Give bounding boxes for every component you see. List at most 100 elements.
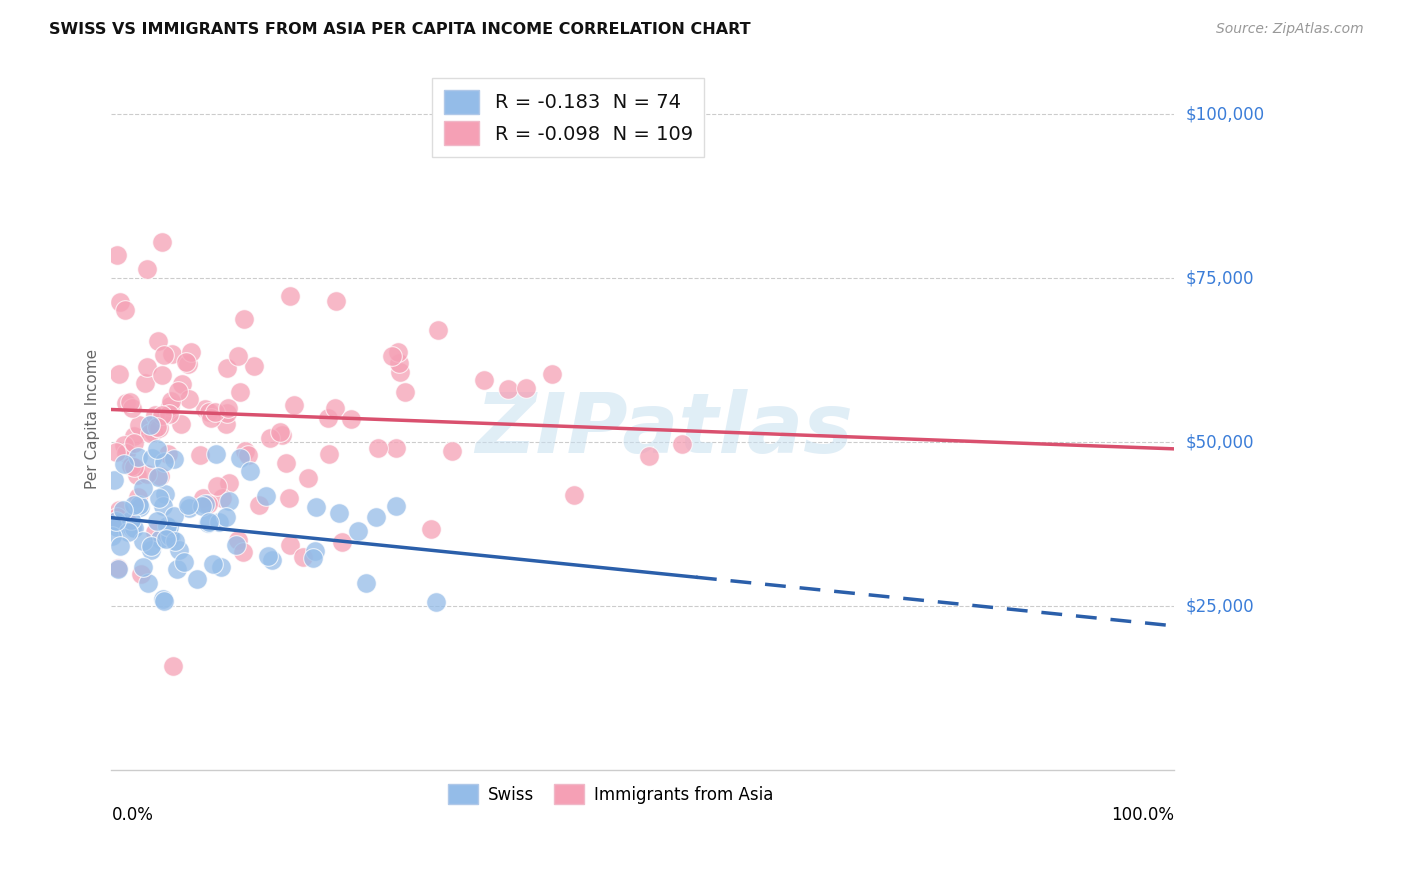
Point [226, 349, 249, 363]
Point [318, 447, 340, 461]
Point [132, 534, 155, 549]
Point [426, 323, 449, 337]
Point [385, 499, 408, 513]
Point [215, 417, 238, 431]
Point [149, 469, 172, 483]
Point [122, 521, 145, 535]
Point [179, 392, 201, 406]
Point [610, 140, 633, 154]
Text: $100,000: $100,000 [1185, 105, 1264, 123]
Point [235, 443, 257, 458]
Point [129, 500, 152, 514]
Point [108, 539, 131, 553]
Point [194, 402, 217, 417]
Point [122, 498, 145, 512]
Point [274, 457, 297, 471]
Point [107, 560, 129, 574]
Point [141, 450, 163, 465]
Point [233, 312, 256, 326]
Point [114, 446, 136, 460]
Point [114, 302, 136, 317]
Point [136, 262, 159, 277]
Point [146, 515, 169, 529]
Point [121, 521, 143, 535]
Point [142, 425, 165, 439]
Point [177, 357, 200, 371]
Point [159, 529, 181, 543]
Point [367, 441, 389, 455]
Point [496, 382, 519, 396]
Point [194, 497, 217, 511]
Point [297, 470, 319, 484]
Point [105, 515, 128, 529]
Point [155, 518, 177, 533]
Point [146, 470, 169, 484]
Point [205, 447, 228, 461]
Y-axis label: Per Capita Income: Per Capita Income [86, 350, 100, 490]
Point [127, 450, 149, 464]
Point [226, 533, 249, 547]
Point [420, 522, 443, 536]
Text: 100.0%: 100.0% [1111, 806, 1174, 824]
Point [229, 451, 252, 466]
Point [103, 473, 125, 487]
Point [112, 503, 135, 517]
Point [381, 350, 404, 364]
Point [177, 498, 200, 512]
Point [232, 545, 254, 559]
Point [167, 542, 190, 557]
Point [217, 401, 239, 416]
Point [157, 408, 180, 422]
Point [159, 529, 181, 543]
Point [325, 294, 347, 309]
Point [260, 553, 283, 567]
Text: SWISS VS IMMIGRANTS FROM ASIA PER CAPITA INCOME CORRELATION CHART: SWISS VS IMMIGRANTS FROM ASIA PER CAPITA… [49, 22, 751, 37]
Point [170, 377, 193, 392]
Point [134, 376, 156, 390]
Point [108, 367, 131, 381]
Point [197, 516, 219, 530]
Point [205, 479, 228, 493]
Text: 0.0%: 0.0% [111, 806, 153, 824]
Point [388, 356, 411, 370]
Point [671, 437, 693, 451]
Point [139, 543, 162, 558]
Point [191, 500, 214, 514]
Point [200, 410, 222, 425]
Point [316, 411, 339, 425]
Point [242, 359, 264, 373]
Point [157, 520, 180, 534]
Point [150, 368, 173, 382]
Point [247, 498, 270, 512]
Point [127, 490, 149, 504]
Text: ZIPatlas: ZIPatlas [475, 389, 853, 470]
Point [128, 498, 150, 512]
Text: $75,000: $75,000 [1185, 269, 1254, 287]
Point [211, 491, 233, 505]
Legend: Swiss, Immigrants from Asia: Swiss, Immigrants from Asia [441, 777, 780, 811]
Point [218, 494, 240, 508]
Point [201, 557, 224, 571]
Point [155, 532, 177, 546]
Point [129, 567, 152, 582]
Point [160, 347, 183, 361]
Point [105, 509, 128, 524]
Point [124, 435, 146, 450]
Point [215, 509, 238, 524]
Point [257, 549, 280, 563]
Point [125, 468, 148, 483]
Point [292, 550, 315, 565]
Point [472, 373, 495, 387]
Point [145, 420, 167, 434]
Point [339, 412, 361, 426]
Point [278, 539, 301, 553]
Point [132, 559, 155, 574]
Point [145, 442, 167, 456]
Point [325, 401, 347, 416]
Point [283, 398, 305, 412]
Point [152, 455, 174, 469]
Point [173, 555, 195, 569]
Point [515, 381, 537, 395]
Point [209, 559, 232, 574]
Point [159, 399, 181, 413]
